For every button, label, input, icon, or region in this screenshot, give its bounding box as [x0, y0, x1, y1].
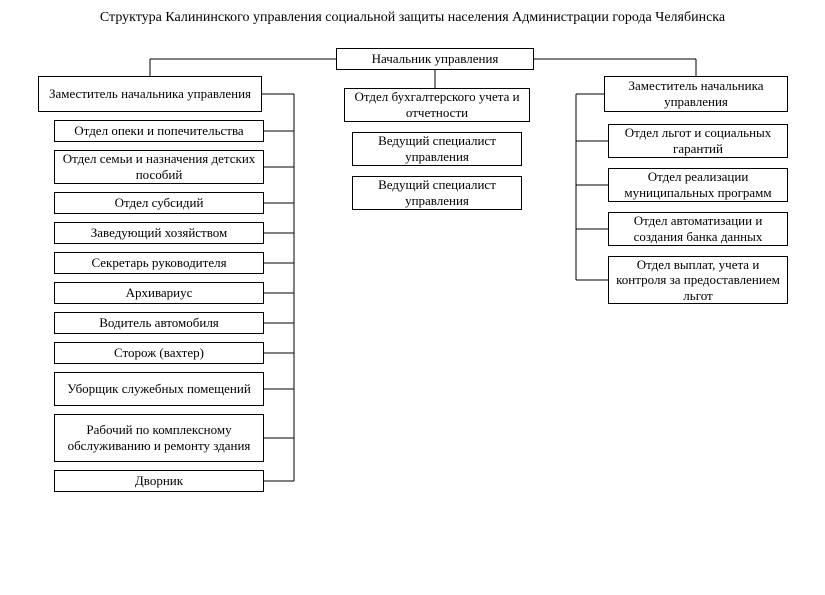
org-node-right-header: Заместитель начальника управления: [604, 76, 788, 112]
org-node-left-1: Отдел опеки и попечительства: [54, 120, 264, 142]
org-node-left-2: Отдел семьи и назначения детских пособий: [54, 150, 264, 184]
org-node-center-3: Ведущий специалист управления: [352, 176, 522, 210]
org-node-left-3: Отдел субсидий: [54, 192, 264, 214]
org-node-root: Начальник управления: [336, 48, 534, 70]
org-node-left-9: Уборщик служебных помещений: [54, 372, 264, 406]
page-title: Структура Калининского управления социал…: [0, 10, 825, 26]
org-node-center-2: Ведущий специалист управления: [352, 132, 522, 166]
org-node-left-8: Сторож (вахтер): [54, 342, 264, 364]
org-node-right-3: Отдел автоматизации и создания банка дан…: [608, 212, 788, 246]
org-node-left-5: Секретарь руководителя: [54, 252, 264, 274]
org-node-left-4: Заведующий хозяйством: [54, 222, 264, 244]
org-node-right-2: Отдел реализации муниципальных программ: [608, 168, 788, 202]
org-node-left-11: Дворник: [54, 470, 264, 492]
org-node-left-7: Водитель автомобиля: [54, 312, 264, 334]
org-node-right-4: Отдел выплат, учета и контроля за предос…: [608, 256, 788, 304]
org-node-left-10: Рабочий по комплексному обслуживанию и р…: [54, 414, 264, 462]
org-node-center-1: Отдел бухгалтерского учета и отчетности: [344, 88, 530, 122]
org-node-left-header: Заместитель начальника управления: [38, 76, 262, 112]
org-node-right-1: Отдел льгот и социальных гарантий: [608, 124, 788, 158]
org-node-left-6: Архивариус: [54, 282, 264, 304]
